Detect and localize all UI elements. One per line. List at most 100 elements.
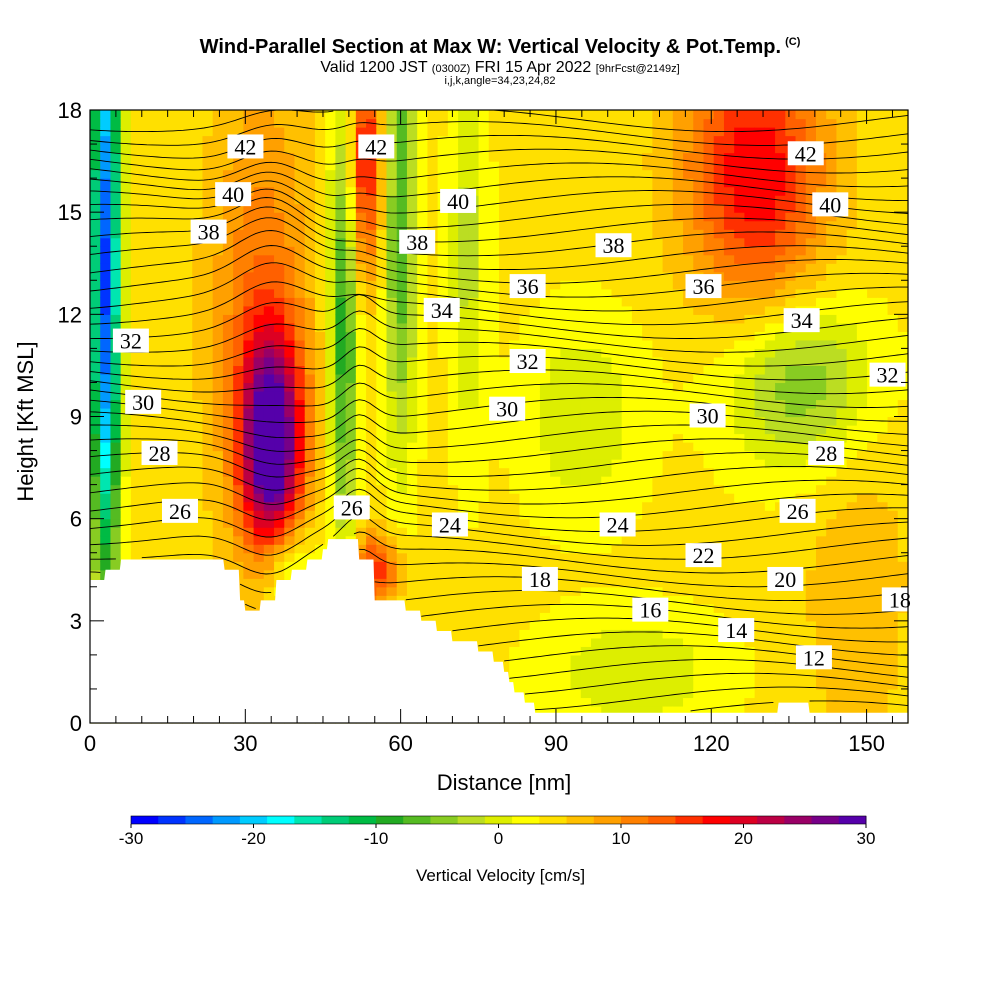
velocity-cell [713, 297, 725, 307]
velocity-cell [734, 705, 745, 716]
velocity-cell [539, 646, 551, 656]
velocity-cell [284, 297, 296, 307]
velocity-cell [182, 110, 193, 120]
velocity-cell [529, 552, 541, 562]
velocity-cell [366, 552, 377, 562]
velocity-cell [151, 356, 163, 367]
velocity-cell [294, 331, 306, 341]
section-params: i,j,k,angle=34,23,24,82 [444, 75, 556, 87]
velocity-cell [754, 433, 766, 443]
velocity-cell [652, 407, 664, 418]
velocity-cell [294, 263, 306, 273]
velocity-cell [294, 195, 306, 205]
velocity-cell [775, 169, 786, 179]
velocity-cell [222, 169, 234, 179]
velocity-cell [355, 416, 367, 426]
velocity-cell [539, 246, 551, 256]
velocity-cell [499, 654, 510, 664]
velocity-cell [458, 135, 469, 145]
velocity-cell [90, 518, 101, 528]
velocity-cell [458, 493, 469, 503]
velocity-cell [519, 654, 531, 664]
velocity-cell [601, 135, 613, 145]
velocity-cell [243, 442, 255, 452]
velocity-cell [570, 110, 582, 120]
velocity-cell [785, 450, 797, 460]
velocity-cell [672, 356, 684, 367]
velocity-cell [775, 620, 786, 630]
velocity-cell [212, 459, 224, 469]
velocity-cell [192, 442, 204, 452]
velocity-cell [376, 229, 388, 239]
velocity-cell [529, 373, 541, 384]
velocity-cell [652, 425, 664, 435]
velocity-cell [499, 416, 510, 426]
velocity-cell [754, 663, 766, 673]
velocity-cell [570, 407, 582, 418]
velocity-cell [314, 254, 326, 264]
velocity-cell [366, 110, 377, 120]
velocity-cell [580, 331, 592, 341]
velocity-cell [458, 459, 469, 469]
velocity-cell [212, 433, 224, 443]
velocity-cell [396, 578, 408, 588]
velocity-cell [396, 178, 408, 188]
velocity-cell [314, 118, 326, 128]
velocity-cell [570, 152, 582, 162]
velocity-cell [417, 442, 429, 452]
velocity-cell [100, 527, 112, 537]
velocity-cell [683, 663, 694, 673]
velocity-cell [90, 425, 101, 435]
velocity-cell [212, 518, 224, 528]
velocity-cell [754, 603, 766, 613]
velocity-cell [550, 459, 561, 469]
velocity-cell [785, 212, 797, 222]
velocity-cell [744, 467, 756, 477]
velocity-cell [478, 322, 490, 332]
velocity-cell [161, 305, 173, 315]
velocity-cell [662, 280, 674, 290]
velocity-cell [519, 314, 531, 324]
velocity-cell [529, 390, 541, 401]
velocity-cell [233, 254, 244, 264]
velocity-cell [151, 118, 163, 128]
velocity-cell [100, 552, 112, 562]
velocity-cell [284, 186, 296, 196]
velocity-cell [519, 535, 531, 545]
velocity-cell [253, 476, 265, 486]
velocity-cell [744, 322, 756, 332]
velocity-cell [253, 169, 265, 179]
velocity-cell [110, 365, 122, 375]
velocity-cell [591, 186, 602, 196]
velocity-cell [468, 254, 480, 264]
velocity-cell [795, 629, 807, 639]
velocity-cell [376, 450, 388, 460]
velocity-cell [703, 501, 715, 511]
velocity-cell [764, 263, 776, 273]
velocity-cell [458, 280, 469, 290]
velocity-cell [672, 407, 684, 418]
velocity-cell [110, 510, 122, 520]
velocity-cell [703, 220, 715, 230]
velocity-cell [703, 433, 715, 443]
velocity-cell [488, 254, 500, 264]
velocity-cell [376, 552, 388, 562]
velocity-cell [785, 331, 797, 341]
velocity-cell [662, 110, 674, 120]
velocity-cell [723, 493, 735, 503]
velocity-cell [631, 433, 643, 443]
velocity-cell [171, 493, 183, 503]
velocity-cell [90, 433, 101, 443]
velocity-cell [703, 263, 715, 273]
velocity-cell [693, 365, 705, 375]
velocity-cell [325, 186, 336, 196]
velocity-cell [631, 450, 643, 460]
velocity-cell [110, 399, 122, 409]
velocity-cell [744, 697, 756, 707]
velocity-cell [294, 280, 306, 290]
velocity-cell [222, 339, 234, 349]
velocity-cell [120, 373, 132, 384]
velocity-cell [90, 476, 101, 486]
velocity-cell [406, 586, 418, 596]
velocity-cell [386, 510, 398, 520]
